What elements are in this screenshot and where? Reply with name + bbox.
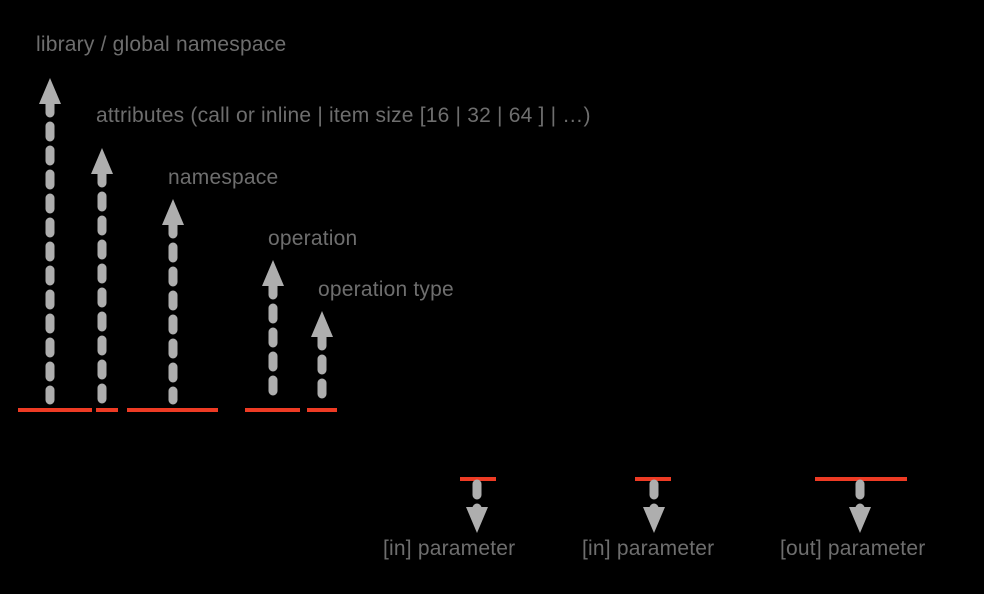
label-in-parameter-1: [in] parameter bbox=[383, 537, 516, 560]
label-operation: operation bbox=[268, 227, 358, 250]
label-operation-type: operation type bbox=[318, 278, 454, 301]
arrow-operation-type bbox=[311, 311, 333, 405]
source-rule-rule-3 bbox=[127, 408, 218, 412]
parameter-rule-in-parameter-1 bbox=[460, 477, 496, 481]
arrow-operation bbox=[262, 260, 284, 405]
arrow-head bbox=[262, 260, 284, 286]
source-rule-rule-4 bbox=[245, 408, 300, 412]
arrow-head bbox=[39, 78, 61, 104]
source-rule-rule-1 bbox=[18, 408, 92, 412]
source-rule-rule-2 bbox=[96, 408, 118, 412]
label-in-parameter-2: [in] parameter bbox=[582, 537, 715, 560]
arrow-head bbox=[162, 199, 184, 225]
label-out-parameter-1: [out] parameter bbox=[780, 537, 926, 560]
arrow-head bbox=[643, 507, 665, 533]
arrow-in-parameter-1 bbox=[466, 479, 488, 533]
source-rule-rule-5 bbox=[307, 408, 337, 412]
arrow-library-global-namespace bbox=[39, 78, 61, 405]
arrow-attributes bbox=[91, 148, 113, 405]
label-attributes: attributes (call or inline | item size [… bbox=[96, 104, 591, 127]
arrow-in-parameter-2 bbox=[643, 479, 665, 533]
arrow-out-parameter-1 bbox=[849, 479, 871, 533]
arrow-head bbox=[466, 507, 488, 533]
arrow-namespace bbox=[162, 199, 184, 405]
arrow-head bbox=[311, 311, 333, 337]
parameter-rule-in-parameter-2 bbox=[635, 477, 671, 481]
label-library-global-namespace: library / global namespace bbox=[36, 33, 287, 56]
arrow-head bbox=[849, 507, 871, 533]
arrow-head bbox=[91, 148, 113, 174]
label-namespace: namespace bbox=[168, 166, 279, 189]
parameter-rule-out-parameter-1 bbox=[815, 477, 907, 481]
